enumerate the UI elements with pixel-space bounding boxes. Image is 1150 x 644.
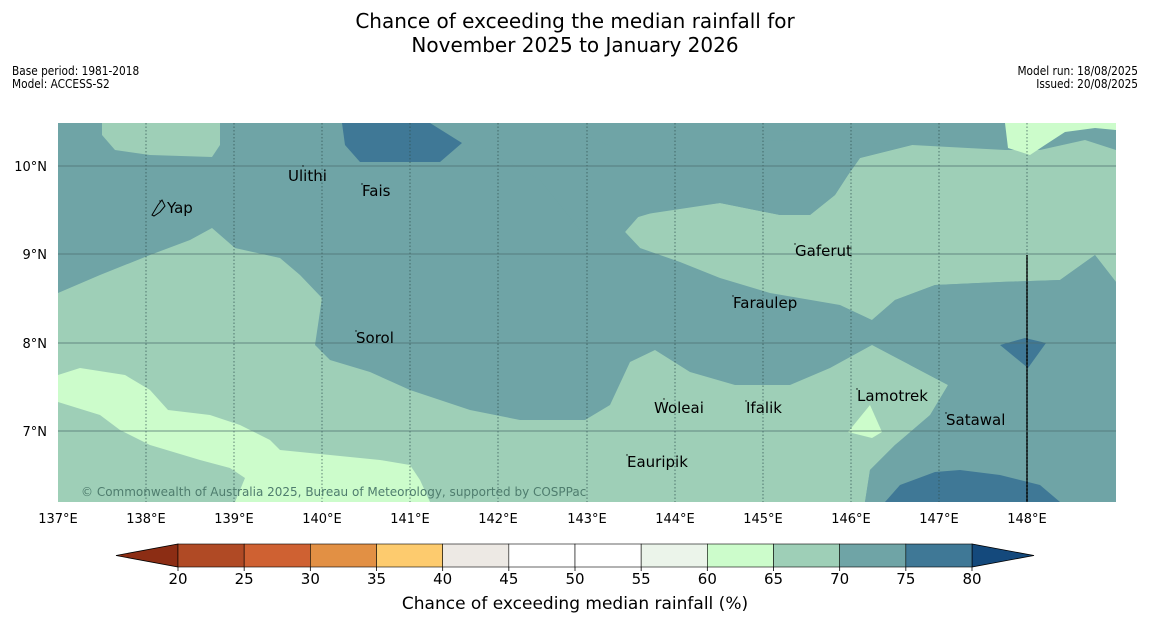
chart-title: Chance of exceeding the median rainfall … [0, 9, 1150, 57]
region-75-80-top [342, 123, 462, 162]
latitude-label: 10°N [14, 160, 47, 175]
latitude-label: 9°N [23, 248, 48, 263]
longitude-label: 147°E [919, 512, 959, 527]
colorbar-tick-label: 20 [168, 570, 187, 588]
colorbar-tick-label: 80 [962, 570, 981, 588]
meta-left: Base period: 1981-2018 Model: ACCESS-S2 [12, 65, 139, 91]
colorbar-tick-label: 75 [896, 570, 915, 588]
place-label: Yap [166, 199, 193, 217]
longitude-label: 144°E [655, 512, 695, 527]
colorbar-segment [243, 543, 311, 568]
place-marker [945, 412, 947, 414]
colorbar-tick-label: 60 [698, 570, 717, 588]
colorbar-segment [376, 543, 443, 568]
colorbar-segment [442, 543, 510, 568]
model-run-text: Model run: 18/08/2025 [1017, 64, 1138, 78]
region-60-65-lower-left [58, 368, 430, 502]
colorbar-tick-label: 45 [499, 570, 518, 588]
place-label: Woleai [654, 399, 704, 417]
region-60-65-top-right [1005, 123, 1116, 155]
region-65-70-top-left [102, 123, 220, 157]
latitude-label: 8°N [23, 337, 48, 352]
latitude-labels: 10°N 9°N 8°N 7°N [14, 160, 47, 440]
colorbar-extend-high [971, 543, 1035, 568]
place-marker [302, 165, 304, 167]
longitude-label: 143°E [567, 512, 607, 527]
region-75-80-bottom [885, 470, 1060, 502]
colorbar-tick-label: 50 [565, 570, 584, 588]
region-75-80-small [1000, 338, 1046, 368]
colorbar-tick-label: 35 [367, 570, 386, 588]
colorbar-segment [773, 543, 840, 568]
region-65-70-blob [1082, 182, 1100, 225]
colorbar-segment [508, 543, 576, 568]
longitude-label: 140°E [302, 512, 342, 527]
place-marker [355, 330, 357, 332]
chart-title-line1: Chance of exceeding the median rainfall … [355, 9, 795, 33]
place-marker [732, 295, 734, 297]
chart-title-line2: November 2025 to January 2026 [411, 33, 739, 57]
place-label: Gaferut [795, 242, 852, 260]
colorbar-tick-label: 55 [632, 570, 651, 588]
longitude-label: 145°E [743, 512, 783, 527]
latitude-label: 7°N [23, 425, 48, 440]
issued-text: Issued: 20/08/2025 [1036, 77, 1138, 91]
longitude-label: 142°E [478, 512, 518, 527]
colorbar-title: Chance of exceeding median rainfall (%) [401, 594, 749, 614]
longitude-label: 137°E [38, 512, 78, 527]
place-label: Satawal [946, 411, 1005, 429]
place-marker [745, 400, 747, 402]
map-gridlines [58, 123, 1116, 502]
longitude-label: 141°E [390, 512, 430, 527]
place-label: Eauripik [627, 453, 688, 471]
place-label: Ulithi [288, 167, 327, 185]
colorbar-tick-label: 70 [830, 570, 849, 588]
colorbar-tick-label: 30 [301, 570, 320, 588]
place-marker [663, 398, 665, 400]
place-label: Sorol [356, 329, 394, 347]
yap-island-shape [151, 199, 166, 217]
place-marker [361, 183, 363, 185]
colorbar-extend-low [115, 543, 179, 568]
region-65-70-top-band [462, 123, 1116, 320]
colorbar-segment [640, 543, 708, 568]
colorbar-segment [905, 543, 973, 568]
place-label: Ifalik [746, 399, 782, 417]
base-period-text: Base period: 1981-2018 [12, 64, 140, 78]
place-label: Fais [362, 182, 391, 200]
place-label: Faraulep [733, 294, 797, 312]
colorbar-tick-label: 65 [764, 570, 783, 588]
longitude-label: 148°E [1007, 512, 1047, 527]
longitude-label: 138°E [126, 512, 166, 527]
colorbar-tick-label: 40 [433, 570, 452, 588]
longitude-labels: 137°E 138°E 139°E 140°E 141°E 142°E 143°E 144°E… [38, 512, 1047, 527]
colorbar-tick-label: 25 [235, 570, 254, 588]
longitude-label: 139°E [214, 512, 254, 527]
colorbar-segment [707, 543, 774, 568]
place-label: Lamotrek [857, 387, 928, 405]
colorbar-segment [177, 543, 245, 568]
model-text: Model: ACCESS-S2 [12, 77, 110, 91]
region-60-65-lamotrek [848, 405, 882, 438]
region-70-75-south-east [865, 255, 1116, 502]
place-marker [856, 388, 858, 390]
meta-right: Model run: 18/08/2025 Issued: 20/08/2025 [1017, 65, 1138, 91]
colorbar-segment [574, 543, 642, 568]
longitude-label: 146°E [831, 512, 871, 527]
map-places: Ulithi Fais Yap Gaferut Faraulep Sorol Woleai I… [159, 165, 1005, 471]
region-70-75-mid [462, 123, 912, 248]
colorbar: 20 25 30 35 40 45 50 55 60 65 70 75 80 [115, 543, 1035, 588]
colorbar-segment [310, 543, 377, 568]
region-65-70-south [58, 228, 948, 502]
place-marker [159, 200, 161, 202]
place-marker [626, 454, 628, 456]
copyright-text: © Commonwealth of Australia 2025, Bureau… [81, 485, 586, 499]
place-marker [794, 243, 796, 245]
colorbar-segment [839, 543, 907, 568]
